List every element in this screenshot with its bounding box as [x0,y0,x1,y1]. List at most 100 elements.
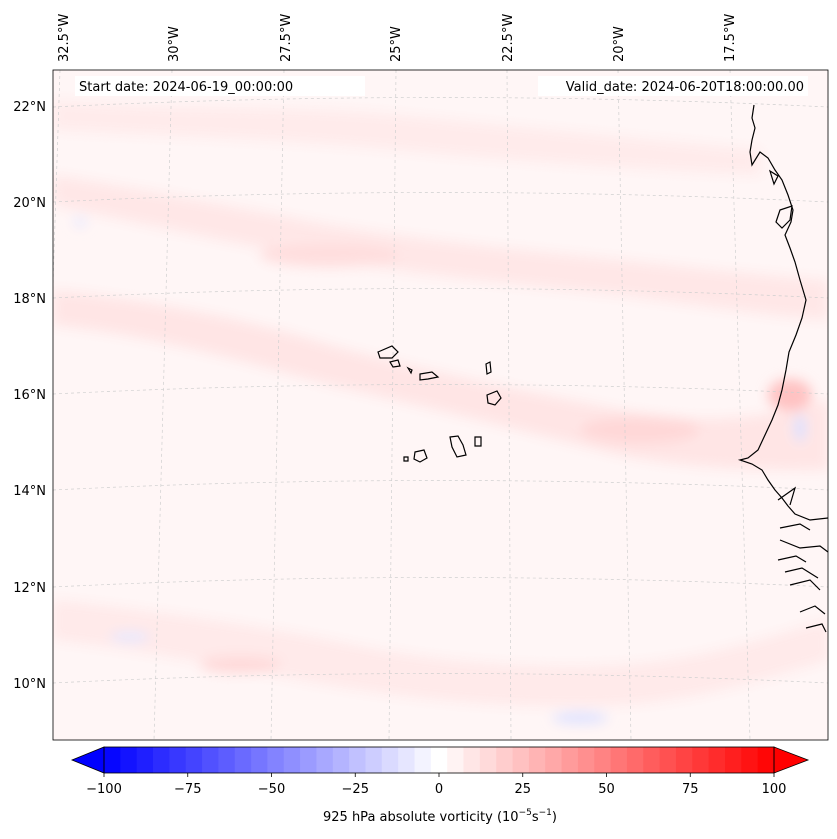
coastline-western-sahara-bay [775,205,793,229]
lat-line-22 [53,97,828,108]
lat-line-18 [53,288,828,299]
colorbar-segment [626,747,644,773]
colorbar-segment [479,747,497,773]
lon-line-17-5 [729,70,751,740]
colorbar-segment [757,747,775,773]
colorbar-tick-label: 100 [762,782,787,797]
colorbar-ticks: −100 −75 −50 −25 0 25 50 75 100 [86,773,786,797]
colorbar-segment [365,747,383,773]
colorbar-segment [234,747,252,773]
colorbar-segment [610,747,628,773]
lat-line-10 [53,673,828,684]
colorbar-segment [463,747,481,773]
colorbar-tick-label: 75 [682,782,699,797]
lat-line-12 [53,577,828,588]
vorticity-band-north [53,175,828,320]
start-date-box [75,76,365,96]
colorbar-segment [528,747,546,773]
lat-label-12: 12°N [13,581,46,596]
lat-label-20: 20°N [13,196,46,211]
colorbar-segment [104,747,121,773]
colorbar-segment [169,747,187,773]
colorbar-segment [185,747,203,773]
island-brava [403,456,409,462]
lon-line-25 [388,70,397,740]
map-panel: Start date: 2024-06-19_00:00:00 Valid_da… [53,70,828,740]
colorbar-tick-label: 50 [598,782,615,797]
colorbar-segment [430,747,448,773]
colorbar-segment [381,747,399,773]
island-santiago [449,435,467,458]
graticule [53,70,828,740]
colorbar-segment [512,747,530,773]
coastline-tip-banc [768,169,779,186]
colorbar-segment [218,747,236,773]
colorbar-extend-max-arrow [773,746,810,774]
valid-date-box [538,76,808,96]
coastline-senegal-gambia [777,486,827,633]
vorticity-blob-2 [260,243,400,267]
colorbar-tick-label: −75 [174,782,201,797]
island-santo-antao [377,345,399,359]
colorbar-segment [316,747,334,773]
lat-label-16: 16°N [13,388,46,403]
colorbar-tick-label: −100 [86,782,122,797]
island-maio [474,436,482,447]
colorbar-segment [300,747,318,773]
colorbar-segment [120,747,138,773]
colorbar-segments [104,747,775,773]
colorbar: −100 −75 −50 −25 0 25 50 75 100 925 hPa absolute… [70,746,810,825]
vorticity-min-1 [552,712,608,724]
colorbar-segment [251,747,269,773]
lat-label-22: 22°N [13,100,46,115]
island-fogo [413,449,428,463]
lat-line-20 [53,192,828,203]
colorbar-segment [267,747,285,773]
island-sao-nicolau [419,371,440,381]
colorbar-segment [675,747,693,773]
colorbar-segment [643,747,661,773]
longitude-labels: 32.5°W 30°W 27.5°W 25°W 22.5°W 20°W 17.5… [57,14,738,62]
vorticity-max-coast [768,379,812,411]
vorticity-band-south [53,600,828,707]
vorticity-min-4 [74,217,86,227]
colorbar-segment [349,747,367,773]
colorbar-title: 925 hPa absolute vorticity (10−5s−1) [323,808,557,825]
colorbar-segment [136,747,154,773]
latitude-labels: 22°N 20°N 18°N 16°N 14°N 12°N 10°N [13,100,46,692]
lat-line-14 [53,480,828,491]
coastlines [377,104,828,633]
lon-label-22-5: 22.5°W [501,14,516,62]
colorbar-segment [741,747,759,773]
colorbar-extend-min-arrow [70,746,105,774]
coastline-africa [737,104,828,521]
colorbar-segment [332,747,350,773]
colorbar-segment [283,747,301,773]
lon-label-32-5: 32.5°W [57,14,72,62]
island-sal [485,361,492,375]
island-sao-vicente [389,359,401,368]
colorbar-tick-label: −50 [258,782,285,797]
colorbar-segment [447,747,465,773]
vorticity-blob-1 [580,416,700,444]
colorbar-segment [202,747,219,773]
lon-label-17-5: 17.5°W [723,14,738,62]
island-santa-luzia [406,366,413,375]
lat-label-10: 10°N [13,677,46,692]
vorticity-band-north2 [53,100,760,175]
colorbar-segment [724,747,742,773]
colorbar-segment [594,747,612,773]
start-date-label: Start date: 2024-06-19_00:00:00 [79,80,293,95]
lon-label-30: 30°W [167,26,182,62]
colorbar-segment [398,747,416,773]
colorbar-segment [153,747,170,773]
colorbar-tick-label: −25 [342,782,369,797]
vorticity-min-2 [794,414,806,442]
lon-line-27-5 [270,70,285,740]
colorbar-segment [496,747,514,773]
lon-label-27-5: 27.5°W [279,14,294,62]
vorticity-blob-3 [200,657,280,673]
colorbar-segment [708,747,726,773]
colorbar-tick-label: 25 [514,782,531,797]
